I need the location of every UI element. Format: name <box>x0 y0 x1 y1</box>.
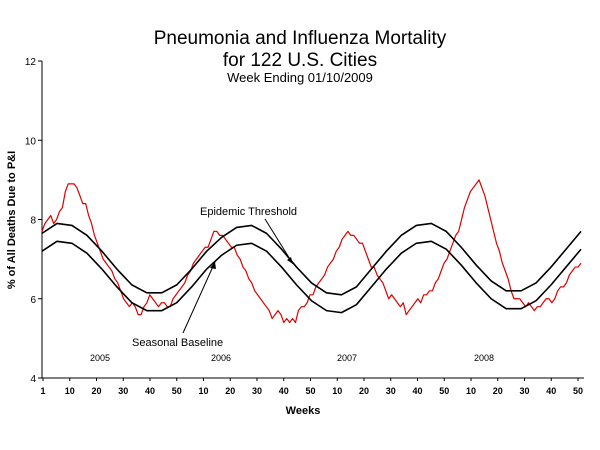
x-tick-label: 20 <box>225 386 235 396</box>
y-tick-label: 12 <box>25 57 37 68</box>
x-tick-label: 50 <box>172 386 182 396</box>
epidemic-threshold-line <box>41 222 582 296</box>
x-tick-label: 40 <box>279 386 289 396</box>
year-label: 2006 <box>211 353 231 363</box>
chart-title-line-2: for 122 U.S. Cities <box>223 50 377 71</box>
year-label: 2008 <box>474 353 494 363</box>
baseline-arrow-head <box>210 262 216 269</box>
x-tick-label: 20 <box>493 386 503 396</box>
seasonal-baseline-line <box>41 240 582 314</box>
x-tick-label: 30 <box>252 386 262 396</box>
x-tick-label: 50 <box>439 386 449 396</box>
x-tick-label: 30 <box>386 386 396 396</box>
x-tick-label: 50 <box>573 386 583 396</box>
chart-subtitle: Week Ending 01/10/2009 <box>227 70 373 85</box>
y-tick-label: 10 <box>25 136 37 147</box>
y-axis-label: % of All Deaths Due to P&I <box>6 151 18 289</box>
baseline-annotation: Seasonal Baseline <box>132 337 223 349</box>
x-tick-label: 1 <box>40 386 45 396</box>
chart-title-line-1: Pneumonia and Influenza Mortality <box>154 28 447 49</box>
x-tick-label: 10 <box>332 386 342 396</box>
x-tick-label: 30 <box>118 386 128 396</box>
x-tick-label: 10 <box>65 386 75 396</box>
series-layer <box>41 179 582 324</box>
x-tick-label: 30 <box>519 386 529 396</box>
x-tick-label: 40 <box>412 386 422 396</box>
x-tick-label: 40 <box>145 386 155 396</box>
x-tick-label: 40 <box>546 386 556 396</box>
x-tick-label: 20 <box>91 386 101 396</box>
x-tick-label: 20 <box>359 386 369 396</box>
axes: 4 6 8 10 12 1 10 20 30 40 50 10 20 30 40 50 10 20 30 40 50 10… <box>25 57 584 396</box>
x-tick-label: 50 <box>305 386 315 396</box>
baseline-arrow-line <box>182 261 216 334</box>
year-label: 2007 <box>337 353 357 363</box>
y-tick-label: 4 <box>30 374 36 385</box>
y-tick-label: 8 <box>30 216 36 227</box>
y-tick-label: 6 <box>30 295 36 306</box>
x-axis-label: Weeks <box>286 405 321 417</box>
threshold-annotation: Epidemic Threshold <box>200 206 297 218</box>
x-tick-label: 10 <box>466 386 476 396</box>
year-label: 2005 <box>90 353 110 363</box>
x-tick-label: 10 <box>198 386 208 396</box>
